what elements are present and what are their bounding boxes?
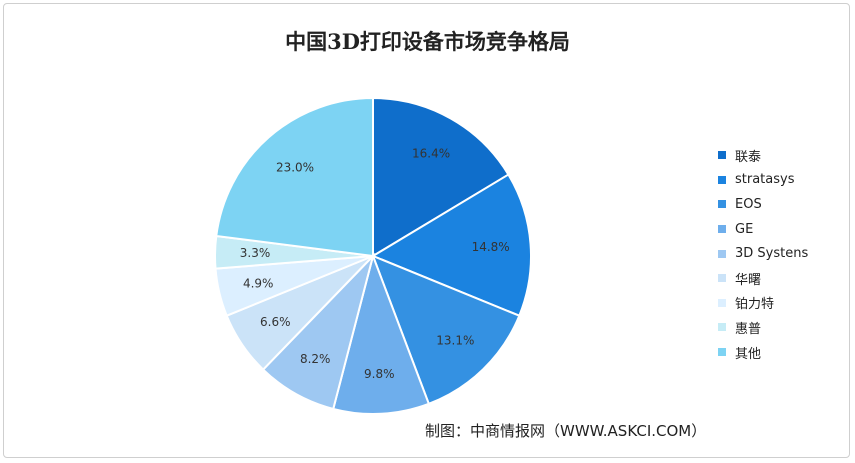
data-label-6: 6.6% — [260, 315, 291, 329]
legend-item-4: GE — [718, 217, 808, 242]
data-label-3: 13.1% — [436, 334, 474, 348]
pie-slice-1 — [372, 96, 510, 258]
pie-slice-9 — [215, 96, 374, 258]
legend-item-7: 铂力特 — [718, 291, 808, 316]
legend-swatch — [718, 274, 726, 283]
legend-swatch — [718, 151, 726, 160]
legend-item-5: 3D Systens — [718, 241, 808, 266]
legend-label: EOS — [735, 196, 762, 212]
legend-swatch — [718, 249, 726, 258]
legend: 联泰 stratasys EOS GE 3D Systens 华曙铂力特惠普其他 — [718, 143, 808, 364]
legend-swatch — [718, 298, 726, 307]
data-label-7: 4.9% — [243, 276, 274, 290]
data-label-5: 8.2% — [300, 352, 331, 366]
legend-swatch — [718, 200, 726, 209]
legend-item-2: stratasys — [718, 168, 808, 193]
pie-slice-4 — [332, 252, 431, 415]
legend-label: 华曙 — [735, 272, 762, 288]
legend-label: GE — [735, 221, 754, 237]
legend-label: 惠普 — [735, 321, 762, 337]
legend-swatch — [718, 175, 726, 184]
pie-slice-3 — [371, 254, 521, 406]
legend-label: 其他 — [735, 346, 762, 362]
source-note: 制图：中商情报网（WWW.ASKCI.COM） — [425, 422, 707, 440]
pie-slice-2 — [370, 173, 532, 318]
legend-label: 3D Systens — [735, 246, 809, 262]
legend-swatch — [718, 225, 726, 234]
legend-item-8: 惠普 — [718, 315, 808, 340]
legend-swatch — [718, 348, 726, 357]
legend-label: stratasys — [735, 172, 795, 188]
data-label-4: 9.8% — [364, 367, 395, 381]
chart-title: 中国3D打印设备市场竞争格局 — [285, 29, 570, 54]
legend-swatch — [718, 323, 726, 332]
legend-item-6: 华曙 — [718, 266, 808, 291]
data-label-2: 14.8% — [472, 240, 510, 254]
data-label-8: 3.3% — [240, 246, 271, 260]
legend-label: 铂力特 — [735, 297, 775, 313]
legend-label: 联泰 — [735, 149, 762, 165]
legend-item-3: EOS — [718, 192, 808, 217]
data-label-9: 23.0% — [276, 160, 314, 174]
legend-item-9: 其他 — [718, 340, 808, 365]
data-label-1: 16.4% — [412, 146, 450, 160]
legend-item-1: 联泰 — [718, 143, 808, 168]
